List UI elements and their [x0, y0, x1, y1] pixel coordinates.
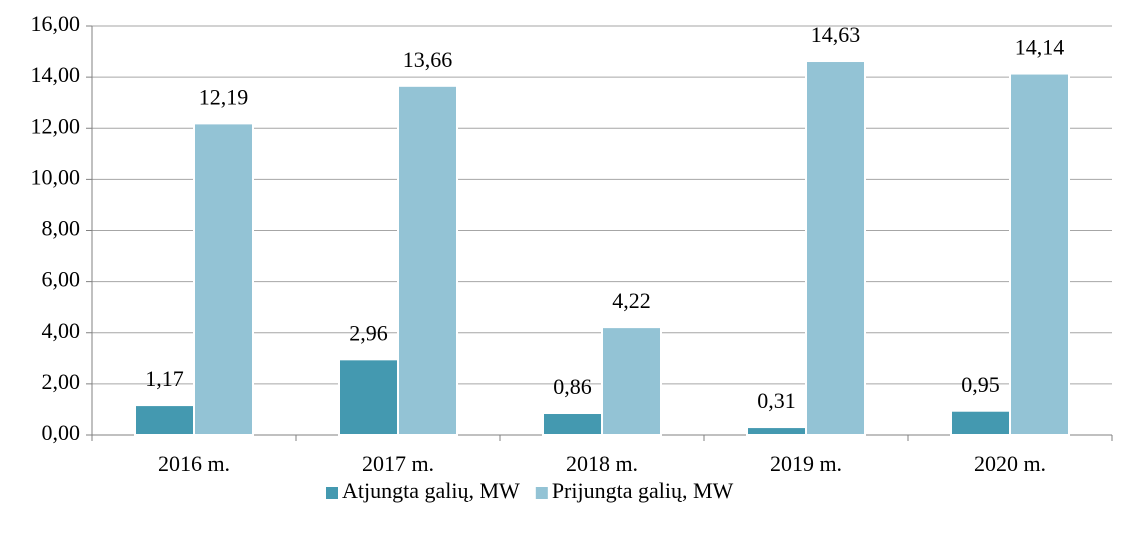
value-label: 0,95	[961, 372, 1000, 397]
x-tick-label: 2019 m.	[770, 451, 842, 476]
y-tick-label: 16,00	[31, 11, 81, 36]
bar	[397, 84, 458, 436]
value-label: 0,86	[553, 374, 592, 399]
legend-swatch	[535, 487, 548, 499]
value-label: 0,31	[757, 388, 796, 413]
x-tick-label: 2016 m.	[158, 451, 230, 476]
value-label: 12,19	[199, 84, 249, 109]
value-label: 14,63	[811, 22, 861, 47]
y-tick-label: 0,00	[42, 420, 81, 445]
bar	[1009, 72, 1070, 436]
legend-label: Prijungta galių, MW	[552, 478, 734, 503]
bar	[601, 326, 662, 436]
bar	[542, 412, 603, 436]
y-tick-label: 10,00	[31, 164, 81, 189]
y-tick-label: 12,00	[31, 113, 81, 138]
value-label: 2,96	[349, 320, 388, 345]
value-label: 13,66	[403, 47, 453, 72]
bar	[805, 60, 866, 436]
y-tick-label: 6,00	[42, 267, 81, 292]
value-label: 14,14	[1015, 35, 1065, 60]
x-tick-label: 2017 m.	[362, 451, 434, 476]
x-tick-label: 2020 m.	[974, 451, 1046, 476]
legend-swatch	[326, 487, 338, 499]
value-label: 1,17	[145, 366, 184, 391]
bar	[746, 426, 807, 436]
y-tick-label: 4,00	[42, 318, 81, 343]
bar	[950, 409, 1011, 437]
y-tick-label: 14,00	[31, 62, 81, 87]
bar	[134, 404, 195, 437]
y-tick-label: 8,00	[42, 216, 81, 241]
bar	[338, 358, 399, 436]
x-tick-label: 2018 m.	[566, 451, 638, 476]
value-label: 4,22	[612, 288, 651, 313]
bar	[193, 122, 254, 436]
y-tick-label: 2,00	[42, 369, 81, 394]
legend-label: Atjungta galių, MW	[342, 478, 520, 503]
